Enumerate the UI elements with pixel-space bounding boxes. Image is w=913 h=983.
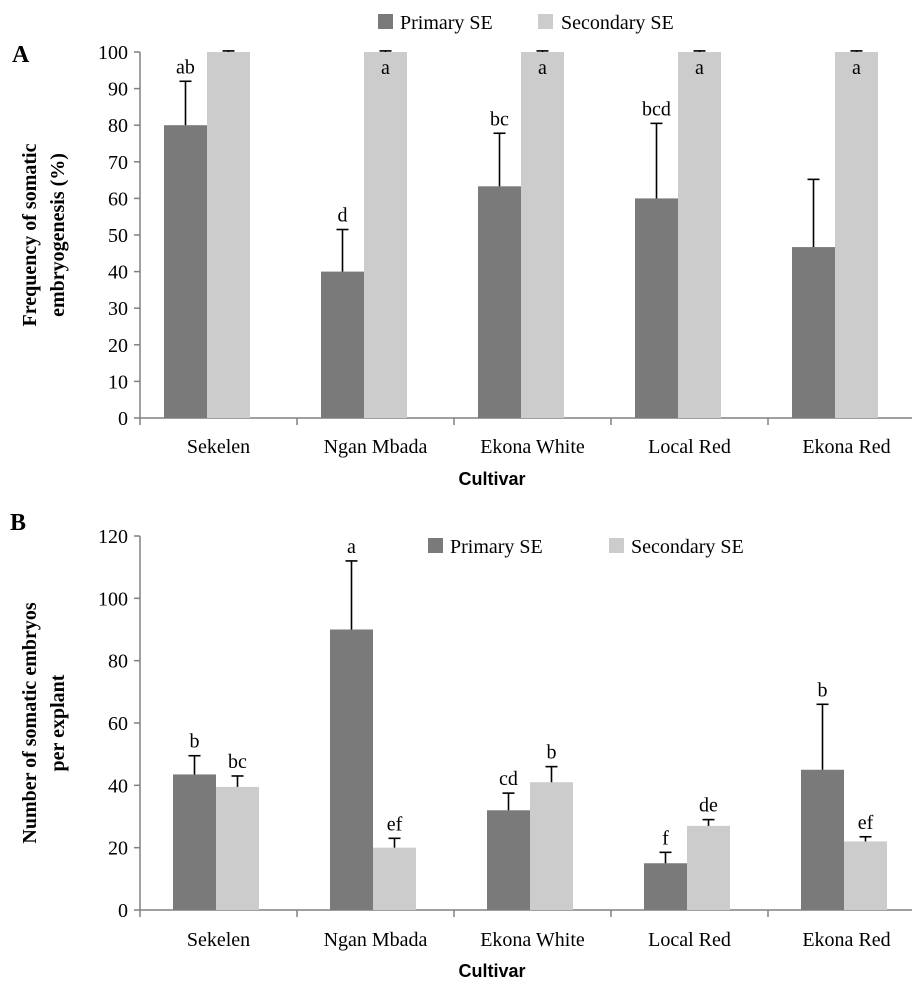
bar-primary [792,247,835,418]
x-tick-label: Ekona White [480,436,585,458]
y-tick-label: 80 [108,115,128,137]
y-tick-label: 20 [108,838,128,860]
significance-letter: bcd [642,98,671,120]
legend-label: Secondary SE [561,12,674,34]
x-tick-label: Ekona White [480,929,585,951]
bar-primary [801,769,844,910]
significance-letter: bc [228,751,247,773]
y-tick-label: 0 [118,408,128,430]
significance-letter: ab [176,56,195,78]
legend-swatch [609,538,624,553]
y-tick-label: 10 [108,371,128,393]
significance-letter: d [338,205,348,227]
bar-secondary [364,52,407,418]
y-tick-label: 20 [108,335,128,357]
significance-letter: de [699,795,718,817]
y-tick-label: 100 [98,42,128,64]
y-axis-title: Frequency of somatic [19,143,41,326]
y-tick-label: 90 [108,79,128,101]
significance-letter: f [662,827,669,849]
bar-secondary [530,782,573,910]
bar-secondary [216,786,259,910]
bar-primary [173,774,216,910]
y-axis-title: embryogenesis (%) [47,153,69,317]
y-axis-title: Number of somatic embryos [19,602,41,843]
bar-primary [330,629,373,910]
bar-primary [487,810,530,910]
y-tick-label: 60 [108,188,128,210]
bar-primary [321,271,364,418]
x-tick-label: Ngan Mbada [324,929,428,951]
chart-panel-a: A 0 10 20 30 40 50 60 70 80 90 100 Sekelen Ngan Mbada… [12,12,912,489]
significance-letter: ef [858,812,874,834]
y-tick-label: 50 [108,225,128,247]
bar-secondary [687,825,730,910]
y-tick-label: 30 [108,298,128,320]
significance-letter: b [818,679,828,701]
panel-label: B [10,510,26,536]
significance-letter: b [190,731,200,753]
x-tick-label: Local Red [648,929,731,951]
panel-label: A [12,42,30,68]
legend-label: Secondary SE [631,536,744,558]
y-tick-label: 120 [98,526,128,548]
legend-swatch [538,14,553,29]
y-axis-title: per explant [47,674,69,771]
x-tick-label: Ngan Mbada [324,436,428,458]
bar-primary [478,186,521,418]
y-tick-label: 40 [108,775,128,797]
y-tick-label: 100 [98,588,128,610]
y-tick-label: 40 [108,262,128,284]
significance-letter: bc [490,108,509,130]
x-tick-label: Sekelen [187,436,250,458]
legend-swatch [378,14,393,29]
significance-letter: a [852,57,861,79]
bar-primary [164,125,207,418]
y-tick-label: 70 [108,152,128,174]
bar-secondary [678,52,721,418]
significance-letter: b [547,742,557,764]
x-tick-label: Ekona Red [802,929,890,951]
significance-letter: ef [387,813,403,835]
significance-letter: a [695,57,704,79]
y-tick-label: 80 [108,651,128,673]
bar-secondary [373,847,416,910]
bar-primary [644,863,687,910]
bar-secondary [521,52,564,418]
x-tick-label: Sekelen [187,929,250,951]
significance-letter: a [381,57,390,79]
y-tick-label: 0 [118,900,128,922]
significance-letter: a [347,536,356,558]
bar-secondary [207,52,250,418]
bar-secondary [835,52,878,418]
chart-panel-b: B 0 20 40 60 80 100 120 Sekelen Ngan Mbada Ekona W… [10,510,912,981]
x-tick-label: Local Red [648,436,731,458]
legend-swatch [428,538,443,553]
significance-letter: a [538,57,547,79]
bar-primary [635,198,678,418]
bar-secondary [844,841,887,910]
x-tick-label: Ekona Red [802,436,890,458]
legend-label: Primary SE [400,12,493,34]
significance-letter: cd [499,768,518,790]
legend-label: Primary SE [450,536,543,558]
y-tick-label: 60 [108,713,128,735]
x-axis-title: Cultivar [458,961,525,981]
x-axis-title: Cultivar [458,469,525,489]
